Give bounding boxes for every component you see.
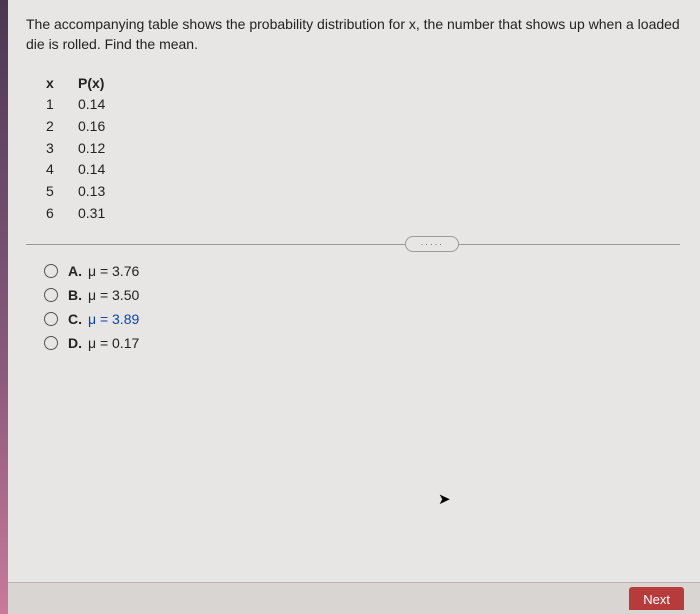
cell-x: 1 (46, 94, 78, 116)
answer-options: A. μ = 3.76 B. μ = 3.50 C. μ = 3.89 D. μ… (44, 263, 680, 351)
option-text: μ = 3.50 (88, 287, 139, 303)
question-panel: The accompanying table shows the probabi… (8, 0, 700, 614)
window-left-edge (0, 0, 8, 614)
cell-p: 0.12 (78, 138, 128, 160)
probability-table: x P(x) 1 0.14 2 0.16 3 0.12 4 0.14 5 0.1… (46, 73, 680, 225)
option-letter: B. (68, 287, 82, 303)
cell-x: 4 (46, 159, 78, 181)
table-row: 2 0.16 (46, 116, 680, 138)
section-divider: ····· (26, 244, 680, 245)
option-d[interactable]: D. μ = 0.17 (44, 335, 680, 351)
option-b[interactable]: B. μ = 3.50 (44, 287, 680, 303)
option-letter: D. (68, 335, 82, 351)
table-row: 1 0.14 (46, 94, 680, 116)
cell-x: 3 (46, 138, 78, 160)
cell-x: 2 (46, 116, 78, 138)
bottom-bar (8, 582, 700, 614)
radio-icon[interactable] (44, 336, 58, 350)
header-p: P(x) (78, 73, 128, 95)
divider-line (26, 244, 680, 245)
option-text: μ = 3.89 (88, 311, 139, 327)
cell-p: 0.13 (78, 181, 128, 203)
option-text: μ = 0.17 (88, 335, 139, 351)
table-header: x P(x) (46, 73, 680, 95)
option-letter: C. (68, 311, 82, 327)
cell-x: 6 (46, 203, 78, 225)
question-text: The accompanying table shows the probabi… (26, 14, 680, 55)
option-text: μ = 3.76 (88, 263, 139, 279)
option-letter: A. (68, 263, 82, 279)
option-a[interactable]: A. μ = 3.76 (44, 263, 680, 279)
radio-icon[interactable] (44, 312, 58, 326)
header-x: x (46, 73, 78, 95)
radio-icon[interactable] (44, 288, 58, 302)
cell-p: 0.14 (78, 94, 128, 116)
cell-x: 5 (46, 181, 78, 203)
next-button[interactable]: Next (629, 587, 684, 610)
table-row: 4 0.14 (46, 159, 680, 181)
table-row: 5 0.13 (46, 181, 680, 203)
cell-p: 0.14 (78, 159, 128, 181)
divider-pill[interactable]: ····· (405, 236, 459, 252)
cursor-icon: ➤ (438, 490, 451, 508)
cell-p: 0.16 (78, 116, 128, 138)
cell-p: 0.31 (78, 203, 128, 225)
table-row: 3 0.12 (46, 138, 680, 160)
option-c[interactable]: C. μ = 3.89 (44, 311, 680, 327)
table-row: 6 0.31 (46, 203, 680, 225)
radio-icon[interactable] (44, 264, 58, 278)
